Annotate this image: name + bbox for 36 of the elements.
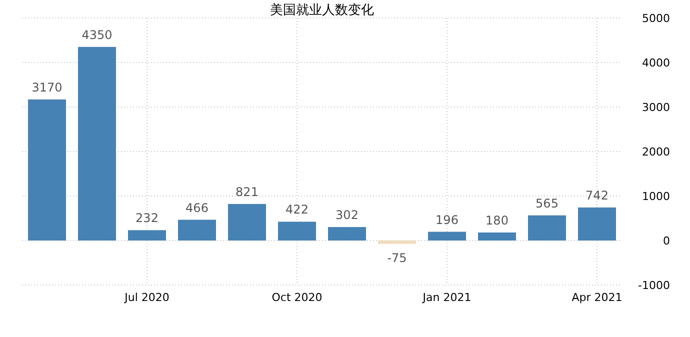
bar [328, 227, 366, 240]
bar [428, 232, 466, 240]
y-tick-label: 5000 [642, 12, 670, 25]
bar [178, 220, 216, 240]
chart-title: 美国就业人数变化 [270, 2, 374, 18]
y-tick-label: 2000 [642, 146, 670, 158]
data-label: 422 [286, 202, 308, 217]
bar [478, 232, 516, 240]
data-label: 180 [486, 213, 508, 228]
data-label: 466 [186, 200, 208, 215]
x-tick-label: Oct 2020 [272, 291, 322, 304]
y-tick-label: 0 [663, 234, 670, 248]
bar [128, 230, 166, 240]
bar [28, 99, 66, 240]
y-tick-label: -1000 [638, 279, 670, 292]
bar [528, 215, 566, 240]
x-tick-label: Jan 2021 [422, 291, 472, 304]
bar [578, 207, 616, 240]
bar [378, 240, 416, 244]
data-label: 232 [136, 211, 158, 226]
x-tick-label: Apr 2021 [572, 291, 622, 304]
bar [278, 222, 316, 240]
data-label: -75 [387, 250, 407, 265]
data-label: 821 [236, 184, 258, 199]
data-label: 742 [586, 188, 608, 202]
y-tick-label: 4000 [642, 56, 670, 70]
x-tick-label: Jul 2020 [124, 291, 170, 304]
y-tick-label: 3000 [642, 101, 670, 114]
data-label: 196 [436, 212, 458, 227]
data-label: 302 [336, 208, 358, 222]
y-tick-label: 1000 [642, 190, 670, 203]
data-label: 4350 [82, 28, 112, 42]
bar [78, 46, 116, 240]
bar [228, 204, 266, 240]
data-label: 3170 [32, 80, 62, 94]
data-label: 565 [536, 196, 558, 210]
